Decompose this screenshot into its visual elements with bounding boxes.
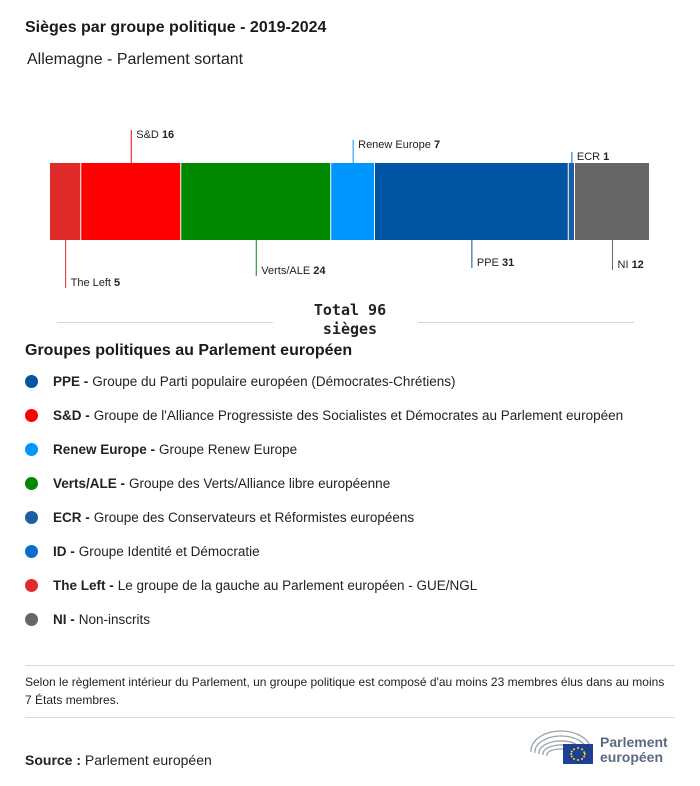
legend-item: S&D - Groupe de l'Alliance Progressiste d… (25, 405, 623, 425)
legend-abbr: S&D - (53, 407, 90, 423)
legend-description: Groupe Renew Europe (159, 441, 298, 457)
legend-item: NI - Non-inscrits (25, 609, 150, 629)
legend-description: Non-inscrits (78, 611, 151, 627)
note-bottom-divider (25, 717, 675, 718)
legend-color-dot (25, 578, 38, 592)
segment-label-the-left: The Left 5 (71, 277, 121, 289)
legend-description: Groupe de l'Alliance Progressiste des So… (93, 407, 624, 423)
bar-segment-ecr (568, 163, 574, 240)
note-top-divider (25, 665, 675, 666)
legend-color-dot (25, 544, 38, 558)
segment-label-ni: NI 12 (618, 259, 644, 271)
legend-abbr: NI - (53, 611, 75, 627)
legend-title: Groupes politiques au Parlement européen (25, 342, 353, 359)
legend-color-dot (25, 476, 38, 490)
legend-item: The Left - Le groupe de la gauche au Parl… (25, 575, 477, 595)
legend-item: PPE - Groupe du Parti populaire européen … (25, 371, 455, 391)
footnote: Selon le règlement intérieur du Parlemen… (25, 675, 665, 707)
logo-text: Parlement européen (600, 735, 668, 765)
legend-item: Renew Europe - Groupe Renew Europe (25, 439, 297, 459)
logo-line-1: Parlement (600, 734, 668, 750)
legend-description: Groupe des Conservateurs et Réformistes … (93, 509, 415, 525)
legend-color-dot (25, 612, 38, 626)
legend-description: Groupe Identité et Démocratie (78, 543, 260, 559)
bar-segment-renew-europe (331, 163, 374, 240)
legend-abbr: ECR - (53, 509, 90, 525)
chart-title: Sièges par groupe politique - 2019-2024 (25, 19, 327, 36)
chart-subtitle: Allemagne - Parlement sortant (27, 51, 244, 68)
legend-item: Verts/ALE - Groupe des Verts/Alliance lib… (25, 473, 390, 493)
total-label: Total 96 sièges (313, 301, 387, 338)
legend-abbr: ID - (53, 543, 75, 559)
legend-item: ECR - Groupe des Conservateurs et Réformi… (25, 507, 414, 527)
legend-abbr: PPE - (53, 373, 89, 389)
legend-description: Le groupe de la gauche au Parlement euro… (117, 577, 478, 593)
legend-color-dot (25, 510, 38, 524)
bar-segment-the-left (50, 163, 81, 240)
source-line: Source : Parlement européen (25, 752, 212, 768)
stacked-bar-chart: The Left 5 S&D 16 Verts/ALE 24 Renew Europe… (50, 129, 649, 289)
source-label: Source : (25, 752, 82, 768)
bar-segment-ppe (375, 163, 568, 240)
segment-label-renew-europe: Renew Europe 7 (358, 139, 440, 151)
legend-description: Groupe des Verts/Alliance libre européen… (129, 475, 391, 491)
legend-abbr: The Left - (53, 577, 114, 593)
hemicycle-eu-flag-icon (530, 730, 593, 764)
legend-color-dot (25, 442, 38, 456)
segment-label-ppe: PPE 31 (477, 257, 514, 269)
legend-abbr: Verts/ALE - (53, 475, 126, 491)
bar-segment-verts-ale (181, 163, 331, 240)
logo-line-2: européen (600, 749, 664, 765)
legend-description: Groupe du Parti populaire européen (Démo… (92, 373, 456, 389)
bar-segment-ni (575, 163, 649, 240)
total-left-rule (57, 322, 273, 323)
legend-color-dot (25, 374, 38, 388)
parlement-europeen-logo: Parlement européen (529, 728, 679, 768)
source-value: Parlement européen (84, 752, 212, 768)
total-right-rule (418, 322, 634, 323)
segment-label-verts-ale: Verts/ALE 24 (261, 265, 326, 277)
legend-abbr: Renew Europe - (53, 441, 156, 457)
legend-color-dot (25, 408, 38, 422)
legend-item: ID - Groupe Identité et Démocratie (25, 541, 260, 561)
segment-label-ecr: ECR 1 (577, 151, 609, 163)
bar-segment-s-d (81, 163, 181, 240)
segment-label-s-d: S&D 16 (136, 129, 174, 141)
